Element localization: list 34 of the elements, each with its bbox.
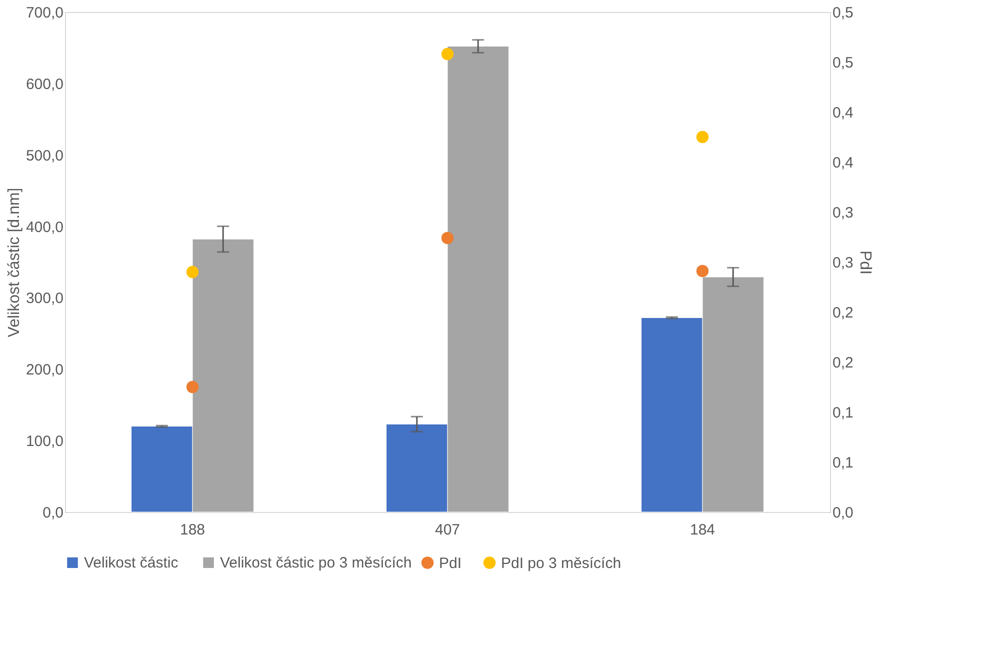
y-tick-label: 500,0: [26, 147, 64, 164]
y-tick-label: 700,0: [26, 4, 64, 22]
y-tick-label: 100,0: [26, 433, 64, 450]
legend-label: PdI: [439, 554, 462, 572]
y2-tick-label: 0,1: [832, 454, 854, 472]
y2-axis-title: PdI: [856, 250, 874, 275]
point: [186, 266, 199, 278]
y2-tick-label: 0,2: [832, 354, 854, 372]
y-tick-label: 600,0: [26, 76, 64, 93]
y-tick-label: 0,0: [42, 504, 64, 522]
point: [441, 232, 454, 244]
y2-tick-label: 0,5: [832, 54, 854, 72]
x-tick-label: 407: [434, 522, 460, 538]
legend-label: Velikost částic: [84, 554, 179, 572]
y2-tick-label: 0,1: [832, 404, 854, 422]
y2-tick-label: 0,4: [832, 104, 854, 122]
y2-tick-label: 0,5: [832, 4, 854, 22]
point: [696, 130, 709, 144]
y2-tick-label: 0,4: [832, 154, 854, 172]
point: [186, 380, 199, 394]
y-axis-title: Velikost částic [d.nm]: [6, 188, 23, 338]
y2-tick-label: 0,3: [832, 204, 854, 222]
point: [696, 264, 709, 278]
legend-label: PdI po 3 měsících: [501, 554, 622, 572]
y2-tick-label: 0,3: [832, 254, 854, 272]
y2-tick-label: 0,2: [832, 304, 854, 322]
y-tick-label: 200,0: [26, 362, 64, 379]
y2-tick-label: 0,0: [832, 504, 854, 522]
x-tick-label: 188: [180, 522, 206, 538]
point: [441, 48, 454, 60]
y-tick-label: 400,0: [26, 218, 64, 236]
legend-label: Velikost částic po 3 měsících: [220, 554, 412, 572]
y-tick-label: 300,0: [26, 290, 64, 308]
x-tick-label: 184: [690, 522, 716, 538]
